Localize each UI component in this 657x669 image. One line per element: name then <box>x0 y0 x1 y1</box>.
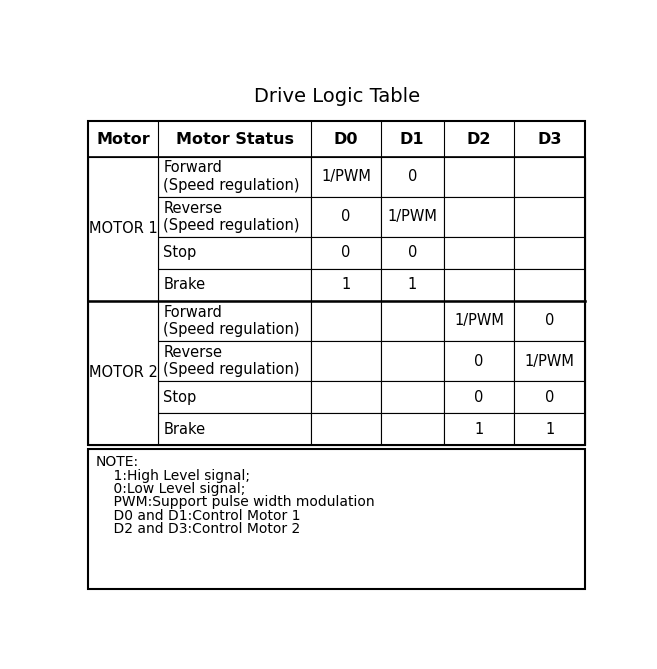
Bar <box>381 237 443 269</box>
Text: 0: 0 <box>474 389 484 405</box>
Text: 1: 1 <box>342 277 351 292</box>
Text: 0: 0 <box>341 246 351 260</box>
Bar <box>311 341 381 381</box>
Bar <box>443 237 514 269</box>
Bar <box>381 269 443 301</box>
Text: 1/PWM: 1/PWM <box>454 313 504 328</box>
Bar <box>381 301 443 341</box>
Bar <box>443 157 514 197</box>
Text: Forward
(Speed regulation): Forward (Speed regulation) <box>164 304 300 337</box>
Bar <box>443 269 514 301</box>
Bar <box>514 301 585 341</box>
Text: Brake: Brake <box>164 277 206 292</box>
Text: D2 and D3:Control Motor 2: D2 and D3:Control Motor 2 <box>96 522 300 537</box>
Text: 0: 0 <box>407 246 417 260</box>
Text: PWM:Support pulse width modulation: PWM:Support pulse width modulation <box>96 496 374 510</box>
Text: Stop: Stop <box>164 389 196 405</box>
Bar <box>158 413 311 445</box>
Bar <box>514 237 585 269</box>
Text: D0 and D1:Control Motor 1: D0 and D1:Control Motor 1 <box>96 509 300 523</box>
Text: Stop: Stop <box>164 246 196 260</box>
Bar <box>158 197 311 237</box>
Bar <box>514 413 585 445</box>
Bar <box>443 301 514 341</box>
Text: D0: D0 <box>334 132 358 147</box>
Bar <box>88 449 585 589</box>
Text: 0: 0 <box>545 389 555 405</box>
Text: 1/PWM: 1/PWM <box>321 169 371 184</box>
Text: 0: 0 <box>407 169 417 184</box>
Bar <box>381 341 443 381</box>
Bar <box>311 301 381 341</box>
Bar <box>514 157 585 197</box>
Bar <box>311 197 381 237</box>
Text: Drive Logic Table: Drive Logic Table <box>254 87 420 106</box>
Text: Motor Status: Motor Status <box>175 132 294 147</box>
Text: 1/PWM: 1/PWM <box>525 353 575 369</box>
Text: 0:Low Level signal;: 0:Low Level signal; <box>96 482 245 496</box>
Bar <box>158 157 311 197</box>
Bar <box>88 157 158 301</box>
Text: MOTOR 2: MOTOR 2 <box>89 365 158 381</box>
Bar <box>88 122 585 157</box>
Text: 0: 0 <box>341 209 351 224</box>
Text: D3: D3 <box>537 132 562 147</box>
Text: 0: 0 <box>474 353 484 369</box>
Bar <box>514 381 585 413</box>
Text: Motor: Motor <box>97 132 150 147</box>
Text: 1/PWM: 1/PWM <box>387 209 437 224</box>
Bar <box>88 122 585 157</box>
Text: 1: 1 <box>474 421 484 437</box>
Text: 0: 0 <box>545 313 555 328</box>
Bar <box>381 413 443 445</box>
Bar <box>158 341 311 381</box>
Bar <box>443 413 514 445</box>
Bar <box>311 269 381 301</box>
Bar <box>514 197 585 237</box>
Bar <box>311 413 381 445</box>
Text: 1: 1 <box>545 421 555 437</box>
Text: Forward
(Speed regulation): Forward (Speed regulation) <box>164 161 300 193</box>
Bar <box>514 269 585 301</box>
Text: 1: 1 <box>407 277 417 292</box>
Bar <box>88 301 158 445</box>
Text: NOTE:: NOTE: <box>96 456 139 469</box>
Text: D1: D1 <box>400 132 424 147</box>
Text: Reverse
(Speed regulation): Reverse (Speed regulation) <box>164 345 300 377</box>
Text: MOTOR 1: MOTOR 1 <box>89 221 158 236</box>
Bar <box>158 381 311 413</box>
Bar <box>443 341 514 381</box>
Text: Brake: Brake <box>164 421 206 437</box>
Bar <box>311 157 381 197</box>
Bar <box>158 301 311 341</box>
Bar <box>381 381 443 413</box>
Bar <box>381 157 443 197</box>
Text: D2: D2 <box>466 132 491 147</box>
Bar <box>158 269 311 301</box>
Bar <box>311 237 381 269</box>
Bar <box>514 341 585 381</box>
Bar <box>443 381 514 413</box>
Text: 1:High Level signal;: 1:High Level signal; <box>96 469 250 483</box>
Text: Reverse
(Speed regulation): Reverse (Speed regulation) <box>164 201 300 233</box>
Bar <box>88 122 585 445</box>
Bar <box>443 197 514 237</box>
Bar <box>381 197 443 237</box>
Bar <box>158 237 311 269</box>
Bar <box>311 381 381 413</box>
